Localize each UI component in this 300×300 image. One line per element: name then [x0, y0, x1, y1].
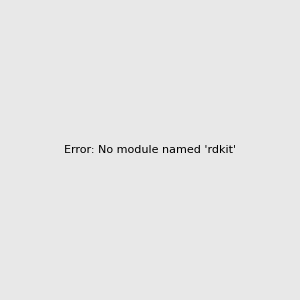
Text: Error: No module named 'rdkit': Error: No module named 'rdkit' [64, 145, 236, 155]
